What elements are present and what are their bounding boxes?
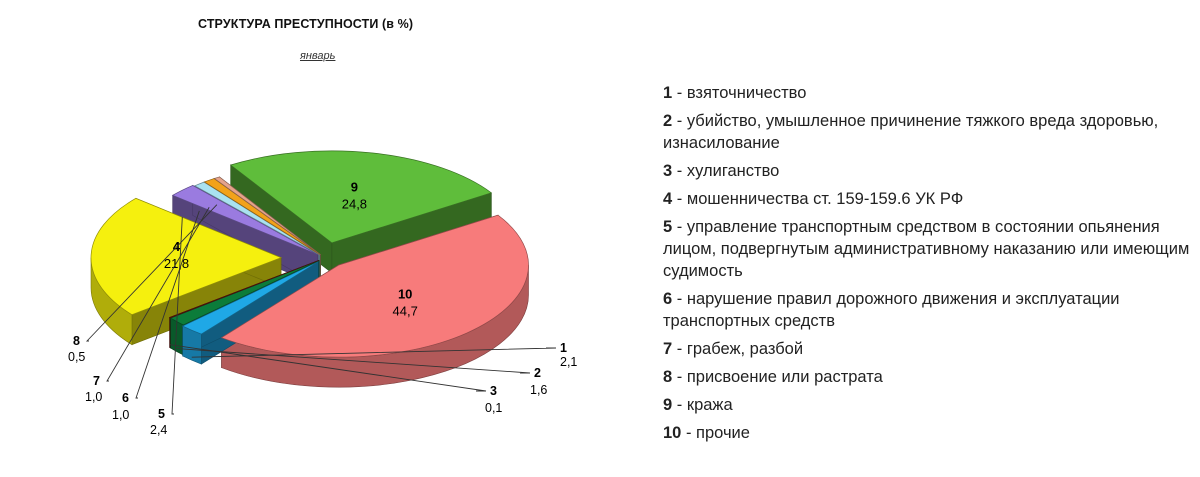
legend-text: - прочие <box>681 424 750 442</box>
slice-label-1: 12,1 <box>191 341 577 369</box>
callout-value-5: 2,4 <box>150 423 167 437</box>
callout-number-7: 7 <box>93 374 100 388</box>
slice-label-8: 80,5 <box>68 204 218 364</box>
legend-item-6: 6 - нарушение правил дорожного движения … <box>663 288 1193 332</box>
legend-text: - мошенничества ст. 159-159.6 УК РФ <box>672 190 964 208</box>
legend-number: 2 <box>663 112 673 130</box>
legend-item-9: 9 - кража <box>663 394 1193 416</box>
chart-subtitle: январь <box>300 50 336 62</box>
callout-number-3: 3 <box>490 384 497 398</box>
legend-text: - убийство, умышленное причинение тяжког… <box>663 112 1159 152</box>
callout-line-5 <box>171 217 183 415</box>
legend-item-10: 10 - прочие <box>663 422 1193 444</box>
pie-slice-4 <box>90 197 282 316</box>
legend-number: 6 <box>663 290 673 308</box>
callout-line-3 <box>169 344 487 392</box>
legend-text: - управление транспортным средством в со… <box>663 218 1190 280</box>
slice-label-6: 61,0 <box>112 210 200 422</box>
callout-value-6: 1,0 <box>112 408 129 422</box>
legend-item-1: 1 - взяточничество <box>663 82 1193 104</box>
legend-text: - хулиганство <box>672 162 780 180</box>
slice-label-3: 30,1 <box>169 344 502 415</box>
legend-number: 1 <box>663 84 673 102</box>
pie-slice-3 <box>168 260 319 319</box>
pie-slice-10 <box>220 214 529 358</box>
pie-chart: 12,121,630,1421,852,461,071,080,5924,810… <box>68 150 577 437</box>
legend-text: - кража <box>672 396 733 414</box>
callout-number-2: 2 <box>534 366 541 380</box>
legend-number: 9 <box>663 396 673 414</box>
legend-text: - грабеж, разбой <box>672 340 804 358</box>
legend-item-8: 8 - присвоение или растрата <box>663 366 1193 388</box>
slice-label-7: 71,0 <box>85 207 210 404</box>
legend-item-4: 4 - мошенничества ст. 159-159.6 УК РФ <box>663 188 1193 210</box>
callout-number-6: 6 <box>122 391 129 405</box>
pie-slice-1 <box>181 261 319 335</box>
legend-item-2: 2 - убийство, умышленное причинение тяжк… <box>663 110 1193 154</box>
slice-label-5: 52,4 <box>150 217 183 437</box>
legend-number: 8 <box>663 368 673 386</box>
callout-line-7 <box>106 207 210 382</box>
chart-title: СТРУКТУРА ПРЕСТУПНОСТИ (в %) <box>198 17 414 31</box>
legend-text: - взяточничество <box>672 84 807 102</box>
legend-item-5: 5 - управление транспортным средством в … <box>663 216 1193 282</box>
legend-number: 10 <box>663 424 682 442</box>
pie-slice-5 <box>171 184 319 255</box>
legend-number: 7 <box>663 340 673 358</box>
callout-line-6 <box>135 210 200 399</box>
callout-number-8: 8 <box>73 334 80 348</box>
callout-value-2: 1,6 <box>530 383 547 397</box>
callout-number-1: 1 <box>560 341 567 355</box>
legend-item-3: 3 - хулиганство <box>663 160 1193 182</box>
callout-value-7: 1,0 <box>85 390 102 404</box>
slice-value-10: 44,7 <box>393 303 418 318</box>
slice-number-9: 9 <box>351 179 358 194</box>
pie-slice-8 <box>213 176 321 256</box>
callout-line-2 <box>176 348 531 374</box>
slice-label-2: 21,6 <box>176 348 547 397</box>
slice-label-9: 924,8 <box>342 179 367 211</box>
slice-label-10: 10 44,7 <box>393 286 418 318</box>
callout-line-8 <box>85 204 218 342</box>
legend-item-7: 7 - грабеж, разбой <box>663 338 1193 360</box>
legend-number: 4 <box>663 190 673 208</box>
legend-number: 3 <box>663 162 673 180</box>
callout-line-1 <box>191 347 557 358</box>
pie-slice-9 <box>229 150 493 244</box>
legend-text: - присвоение или растрата <box>672 368 883 386</box>
callout-value-1: 2,1 <box>560 355 577 369</box>
slice-number-10: 10 <box>398 286 412 301</box>
callout-value-8: 0,5 <box>68 350 85 364</box>
legend-number: 5 <box>663 218 673 236</box>
callout-number-5: 5 <box>158 407 165 421</box>
slice-value-9: 24,8 <box>342 196 367 211</box>
legend-text: - нарушение правил дорожного движения и … <box>663 290 1120 330</box>
legend: 1 - взяточничество 2 - убийство, умышленн… <box>663 82 1193 450</box>
callout-value-3: 0,1 <box>485 401 502 415</box>
